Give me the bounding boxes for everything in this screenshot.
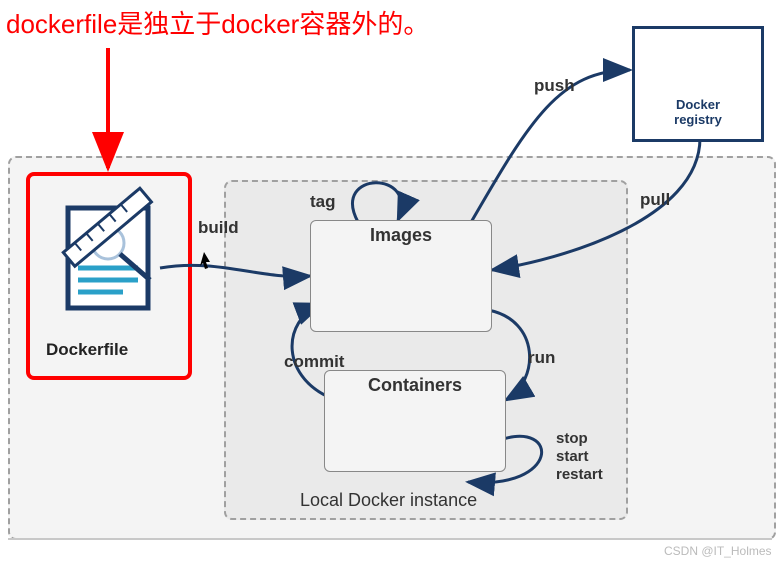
label-run: run bbox=[528, 348, 555, 368]
label-push: push bbox=[534, 76, 575, 96]
containers-node: Containers bbox=[324, 370, 506, 472]
label-build: build bbox=[198, 218, 239, 238]
registry-text1: Docker bbox=[635, 97, 761, 112]
label-restart: restart bbox=[556, 466, 603, 483]
dockerfile-icon bbox=[63, 188, 151, 308]
annotation-text: dockerfile是独立于docker容器外的。 bbox=[6, 4, 429, 41]
label-commit: commit bbox=[284, 352, 344, 372]
edge-build bbox=[160, 265, 310, 276]
label-stop: stop bbox=[556, 430, 588, 447]
label-tag: tag bbox=[310, 192, 336, 212]
registry-text2: registry bbox=[635, 112, 761, 127]
label-start: start bbox=[556, 448, 589, 465]
containers-label: Containers bbox=[325, 371, 505, 396]
bottom-rule bbox=[8, 538, 772, 540]
dockerfile-label: Dockerfile bbox=[46, 340, 128, 360]
registry-box: Docker registry bbox=[632, 26, 764, 142]
images-label: Images bbox=[311, 221, 491, 246]
watermark: CSDN @IT_Holmes bbox=[664, 544, 772, 558]
label-pull: pull bbox=[640, 190, 670, 210]
edge-tag bbox=[353, 183, 402, 222]
images-node: Images bbox=[310, 220, 492, 332]
